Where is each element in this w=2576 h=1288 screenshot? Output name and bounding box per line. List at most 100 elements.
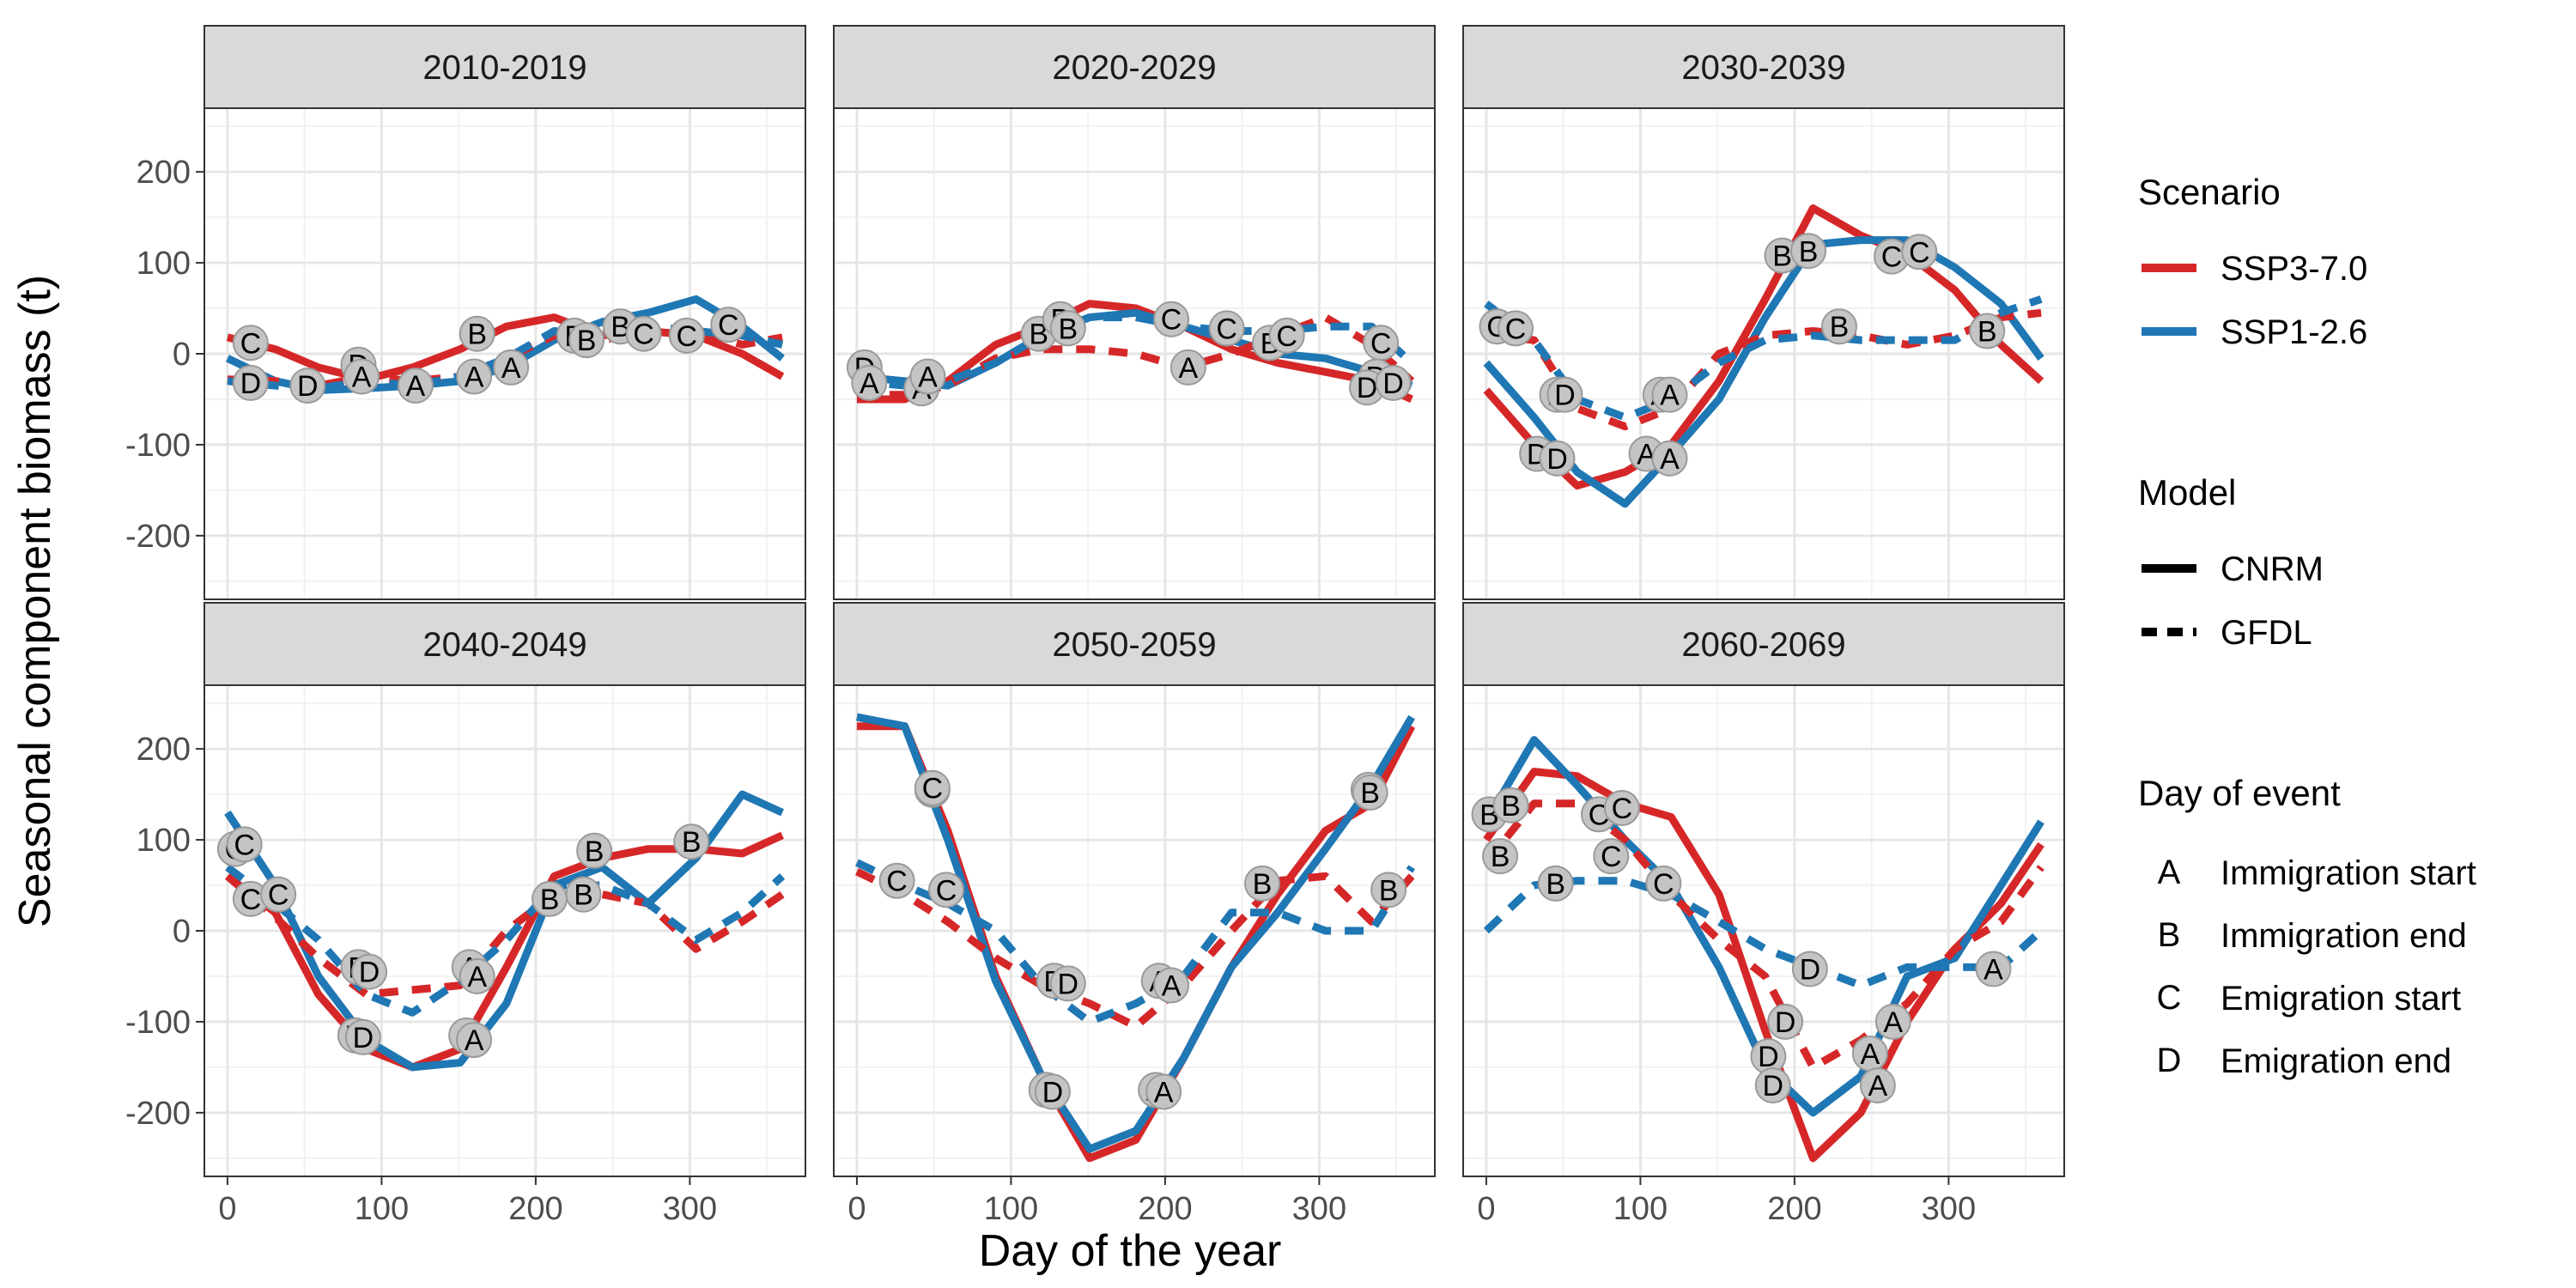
event-marker bbox=[1034, 1073, 1071, 1110]
x-tick-label: 0 bbox=[848, 1191, 866, 1227]
x-tick-label: 200 bbox=[508, 1191, 562, 1227]
event-marker bbox=[1375, 364, 1412, 401]
event-marker bbox=[878, 862, 915, 899]
event-marker-label: D bbox=[1357, 372, 1378, 404]
event-marker bbox=[928, 872, 965, 908]
event-marker bbox=[1859, 1067, 1896, 1104]
facet-title: 2030-2039 bbox=[1681, 49, 1845, 87]
legend-label: Emigration end bbox=[2221, 1042, 2451, 1080]
event-marker bbox=[1370, 872, 1407, 908]
event-marker-label: A bbox=[465, 361, 484, 393]
y-tick-label: 200 bbox=[137, 732, 191, 768]
event-marker bbox=[351, 953, 388, 990]
event-marker bbox=[576, 832, 613, 869]
y-tick-label: 100 bbox=[137, 246, 191, 282]
series-line bbox=[856, 713, 1415, 1153]
event-marker bbox=[232, 364, 269, 401]
event-marker bbox=[1975, 951, 2012, 987]
event-marker bbox=[668, 317, 705, 354]
panel-border bbox=[1462, 107, 2065, 600]
event-marker bbox=[1170, 349, 1206, 386]
legend-label: Immigration start bbox=[2221, 854, 2476, 892]
facet-panel: 2040-2049CCCCDDDDAAAABBBB-200-1000100200… bbox=[125, 602, 806, 1227]
event-marker-label: A bbox=[860, 368, 879, 400]
facet-strip bbox=[1462, 25, 2065, 109]
event-marker bbox=[1482, 838, 1519, 875]
x-tick-label: 200 bbox=[1138, 1191, 1192, 1227]
event-marker bbox=[1049, 310, 1086, 347]
event-marker bbox=[625, 315, 662, 352]
y-tick-label: 100 bbox=[137, 823, 191, 859]
event-marker-label: C bbox=[718, 309, 739, 342]
event-marker bbox=[568, 322, 605, 359]
event-marker-label: B bbox=[1491, 841, 1510, 873]
event-marker-label: B bbox=[1029, 319, 1048, 351]
event-marker-label: A bbox=[1637, 439, 1656, 471]
event-marker bbox=[1969, 313, 2006, 349]
legend-key-code: D bbox=[2157, 1042, 2182, 1079]
event-marker bbox=[1645, 865, 1682, 902]
event-marker-label: B bbox=[1501, 790, 1521, 823]
event-marker-label: C bbox=[1505, 313, 1527, 345]
series-line bbox=[856, 308, 1413, 390]
series-line bbox=[1483, 236, 2044, 508]
event-marker bbox=[710, 307, 747, 343]
event-marker bbox=[1049, 965, 1086, 1002]
facet-strip bbox=[204, 25, 806, 109]
event-marker-label: C bbox=[1612, 793, 1633, 825]
event-marker bbox=[1874, 1003, 1911, 1040]
event-marker bbox=[914, 769, 951, 806]
event-marker-label: B bbox=[682, 826, 702, 859]
event-marker-label: D bbox=[1762, 1070, 1783, 1103]
event-marker bbox=[1537, 865, 1574, 902]
event-marker bbox=[1153, 301, 1190, 337]
legend-label: GFDL bbox=[2221, 614, 2312, 652]
event-marker bbox=[1767, 1003, 1804, 1040]
x-tick-label: 300 bbox=[1292, 1191, 1346, 1227]
y-tick-label: -200 bbox=[125, 519, 191, 555]
event-marker-label: B bbox=[1799, 235, 1819, 268]
event-marker-label: C bbox=[1161, 304, 1182, 337]
event-marker-label: B bbox=[1546, 868, 1565, 901]
event-marker bbox=[1145, 1073, 1182, 1110]
event-marker bbox=[909, 358, 946, 395]
event-marker bbox=[289, 368, 326, 404]
event-marker bbox=[232, 325, 269, 361]
event-marker bbox=[1268, 317, 1305, 354]
event-marker-label: D bbox=[353, 1022, 374, 1054]
event-marker bbox=[851, 364, 888, 401]
event-marker-label: A bbox=[1178, 352, 1198, 385]
event-marker-label: D bbox=[1382, 368, 1404, 400]
event-marker-label: A bbox=[501, 352, 521, 385]
series-line bbox=[1483, 799, 2044, 1072]
event-marker bbox=[565, 876, 602, 913]
legend-key-code: A bbox=[2158, 854, 2181, 891]
event-marker-label: A bbox=[1660, 380, 1680, 412]
facet-strip bbox=[1462, 602, 2065, 686]
event-marker-label: D bbox=[1554, 380, 1576, 412]
event-marker bbox=[1352, 774, 1388, 811]
event-marker bbox=[1546, 376, 1583, 413]
event-marker-label: D bbox=[1042, 1076, 1064, 1109]
event-marker-label: C bbox=[1601, 841, 1622, 873]
x-tick-label: 200 bbox=[1767, 1191, 1821, 1227]
facet-strip bbox=[833, 602, 1436, 686]
y-axis-title: Seasonal component biomass (t) bbox=[10, 275, 60, 927]
chart-panels: 2010-2019CDDDAABAABBBCCC-200-10001002002… bbox=[125, 25, 2065, 1227]
y-tick-label: -100 bbox=[125, 1005, 191, 1041]
event-marker-label: C bbox=[1276, 320, 1297, 353]
event-marker bbox=[459, 315, 495, 352]
series-line bbox=[854, 868, 1415, 1030]
panel-border bbox=[833, 107, 1436, 600]
x-tick-label: 100 bbox=[355, 1191, 409, 1227]
legend-label: Emigration start bbox=[2221, 980, 2461, 1018]
event-marker-label: D bbox=[1800, 953, 1821, 986]
event-marker bbox=[1208, 310, 1245, 347]
event-marker-label: A bbox=[406, 370, 426, 403]
event-marker-label: C bbox=[1881, 241, 1903, 274]
event-marker bbox=[397, 368, 434, 404]
event-marker bbox=[1820, 308, 1857, 345]
series-line bbox=[225, 864, 786, 1017]
